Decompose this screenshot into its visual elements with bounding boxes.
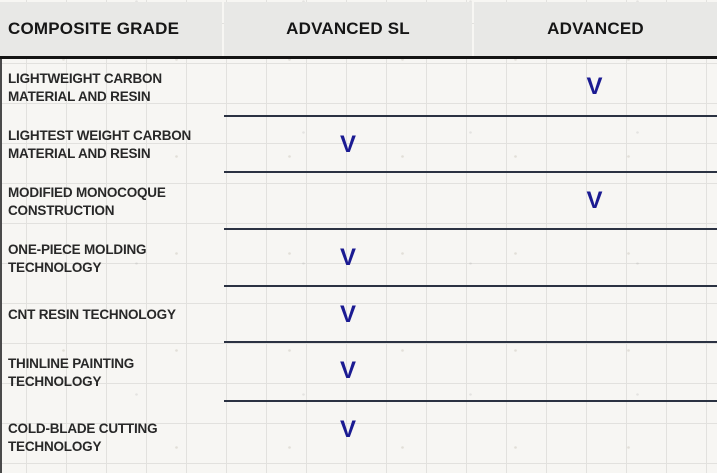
table-row: LIGHTEST WEIGHT CARBON MATERIAL AND RESI… <box>0 117 717 173</box>
check-mark: V <box>339 416 356 443</box>
check-cell-advanced-sl: V <box>224 117 472 171</box>
row-check-cells: V <box>224 287 717 343</box>
check-mark: V <box>339 357 356 384</box>
table-row: THINLINE PAINTING TECHNOLOGY V <box>0 343 717 402</box>
row-check-cells: V <box>224 343 717 402</box>
feature-label: COLD-BLADE CUTTING TECHNOLOGY <box>8 420 158 454</box>
check-mark: V <box>586 73 603 100</box>
feature-label: CNT RESIN TECHNOLOGY <box>8 307 176 322</box>
check-mark: V <box>339 244 356 271</box>
check-cell-advanced <box>472 343 717 400</box>
feature-label: ONE-PIECE MOLDING TECHNOLOGY <box>8 241 147 275</box>
check-cell-advanced: V <box>472 59 717 115</box>
check-cell-advanced-sl: V <box>224 402 472 473</box>
check-mark: V <box>339 301 356 328</box>
feature-label: THINLINE PAINTING TECHNOLOGY <box>8 355 135 389</box>
table-row: CNT RESIN TECHNOLOGY V <box>0 287 717 343</box>
feature-label: MODIFIED MONOCOQUE CONSTRUCTION <box>8 184 166 218</box>
check-cell-advanced <box>472 287 717 341</box>
feature-label: LIGHTWEIGHT CARBON MATERIAL AND RESIN <box>8 71 162 104</box>
table-header-row: COMPOSITE GRADE ADVANCED SL ADVANCED <box>0 2 717 56</box>
check-cell-advanced-sl <box>224 59 472 115</box>
table-row: ONE-PIECE MOLDING TECHNOLOGY V <box>0 230 717 287</box>
row-check-cells: V <box>224 59 717 117</box>
feature-label: LIGHTEST WEIGHT CARBON MATERIAL AND RESI… <box>8 128 192 161</box>
check-cell-advanced-sl: V <box>224 230 472 285</box>
header-advanced: ADVANCED <box>474 2 717 56</box>
table-left-border <box>0 59 2 473</box>
table-row: LIGHTWEIGHT CARBON MATERIAL AND RESIN V <box>0 59 717 117</box>
row-check-cells: V <box>224 230 717 287</box>
table-row: MODIFIED MONOCOQUE CONSTRUCTION V <box>0 173 717 230</box>
row-check-cells: V <box>224 402 717 473</box>
header-composite-grade: COMPOSITE GRADE <box>0 2 222 56</box>
check-cell-advanced <box>472 230 717 285</box>
check-cell-advanced <box>472 117 717 171</box>
check-cell-advanced-sl: V <box>224 343 472 400</box>
header-advanced-sl: ADVANCED SL <box>224 2 472 56</box>
check-cell-advanced <box>472 402 717 473</box>
row-check-cells: V <box>224 117 717 173</box>
row-check-cells: V <box>224 173 717 230</box>
check-mark: V <box>339 131 356 158</box>
check-mark: V <box>586 187 603 214</box>
header-bottom-border <box>0 56 717 59</box>
check-cell-advanced-sl <box>224 173 472 228</box>
check-cell-advanced: V <box>472 173 717 228</box>
table-row: COLD-BLADE CUTTING TECHNOLOGY V <box>0 402 717 473</box>
check-cell-advanced-sl: V <box>224 287 472 341</box>
